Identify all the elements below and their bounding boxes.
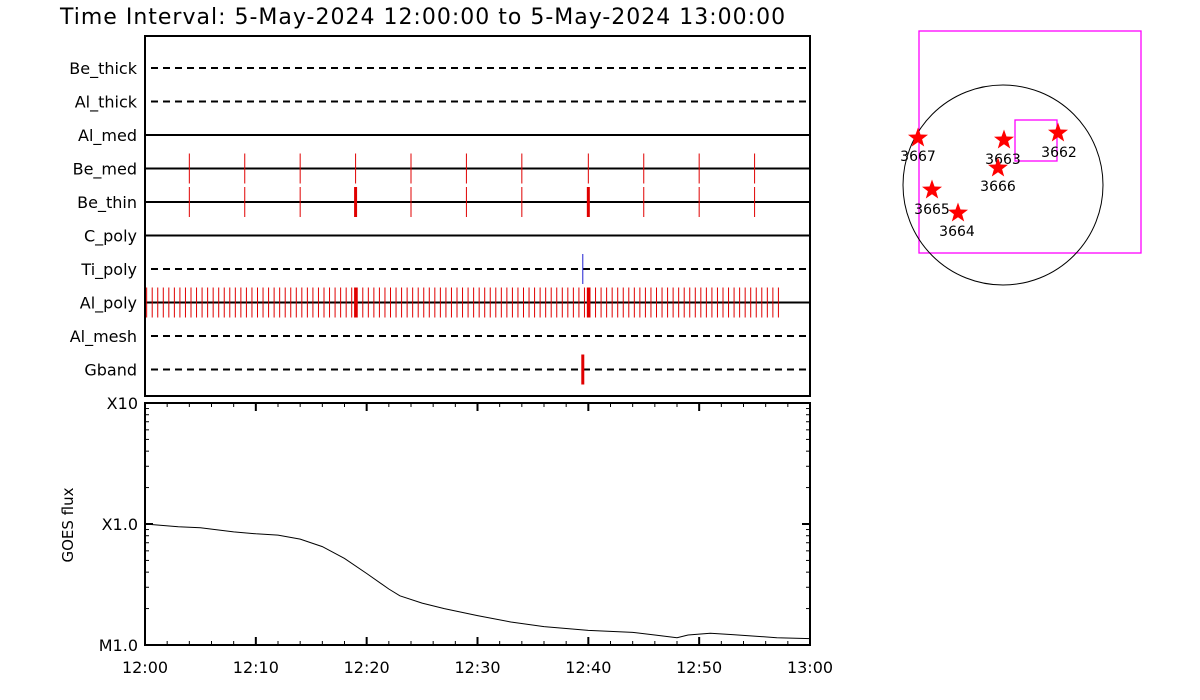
goes-flux-panel: 12:00 12:10 12:20 12:30 12:40 12:50 13:00 X10 X1… [59,394,833,677]
row-label-be_med: Be_med [73,160,137,180]
goes-axis-ticks: 12:00 12:10 12:20 12:30 12:40 12:50 13:00 X10 X1… [99,394,833,677]
active-region-label: 3663 [985,152,1021,168]
x-tick-label: 12:30 [454,658,500,677]
active-region-star-icon [922,179,942,199]
x-tick-label: 12:40 [565,658,611,677]
chart-title: Time Interval: 5-May-2024 12:00:00 to 5-… [59,5,786,30]
solar-disk [902,84,1104,286]
timeline-frame [144,35,811,397]
active-region-star-icon [994,129,1014,149]
x-tick-label: 12:00 [122,658,168,677]
active-region-label: 3662 [1041,145,1077,161]
active-region-label: 3667 [900,149,936,165]
x-tick-label: 12:50 [676,658,722,677]
filter-timeline-panel: Be_thick Al_thick Al_med Be_med Be_thin C_pol… [69,35,811,397]
goes-frame [144,402,811,646]
goes-y-axis-label: GOES flux [59,487,77,562]
goes-flux-line [144,523,811,640]
context-map: 3667 3664 3663 3662 3666 3665 [900,30,1142,286]
y-tick-label: X1.0 [102,515,138,534]
exposure-marks [146,153,779,385]
x-tick-label: 13:00 [787,658,833,677]
row-label-al_mesh: Al_mesh [70,327,137,347]
active-region-label: 3665 [914,202,950,218]
timeline-rows: Be_thick Al_thick Al_med Be_med Be_thin C_pol… [69,59,810,380]
active-region-star-icon [988,157,1008,177]
y-tick-label: X10 [107,394,138,413]
active-regions: 3667 3664 3663 3662 3666 3665 [900,122,1077,240]
active-region-star-icon [948,202,968,222]
x-tick-label: 12:20 [344,658,390,677]
row-label-c_poly: C_poly [84,227,137,247]
active-region-star-icon [908,127,928,147]
fov-large [918,30,1142,254]
row-label-be_thin: Be_thin [77,193,137,213]
row-label-al_med: Al_med [78,126,137,146]
fov-small [1014,119,1058,162]
row-label-al_poly: Al_poly [80,294,137,314]
active-region-label: 3664 [939,224,975,240]
row-label-gband: Gband [84,361,137,380]
active-region-star-icon [1048,122,1068,142]
active-region-label: 3666 [980,179,1016,195]
row-label-be_thick: Be_thick [69,59,137,79]
row-label-ti_poly: Ti_poly [80,260,137,280]
x-tick-label: 12:10 [233,658,279,677]
y-tick-label: M1.0 [99,636,138,655]
row-label-al_thick: Al_thick [75,93,138,113]
